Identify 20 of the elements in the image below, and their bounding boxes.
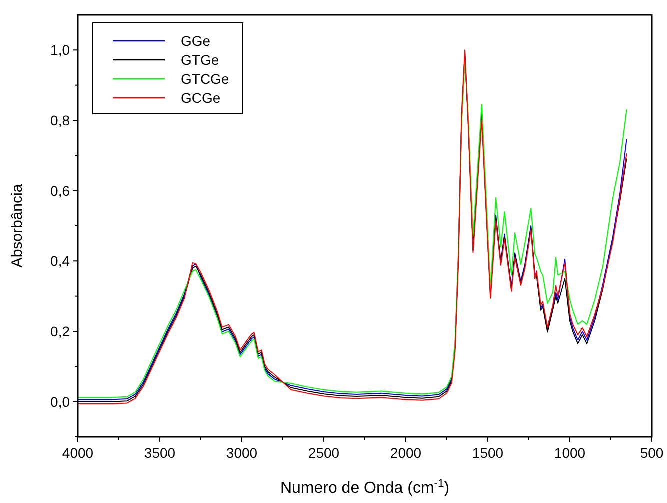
y-tick-label: 0,6 bbox=[50, 182, 70, 199]
y-tick-label: 0,2 bbox=[50, 324, 70, 340]
legend-label: GGe bbox=[181, 33, 211, 49]
x-tick-label: 2000 bbox=[390, 445, 422, 461]
legend-label: GTCGe bbox=[181, 71, 230, 87]
y-tick-label: 1,0 bbox=[50, 42, 70, 58]
x-tick-label: 1000 bbox=[554, 445, 586, 461]
x-axis-title: Numero de Onda (cm$^{-1}$) bbox=[280, 478, 450, 497]
y-axis-title: Absorbância bbox=[9, 184, 26, 268]
y-tick-label: 0,8 bbox=[50, 112, 70, 128]
x-tick-label: 3500 bbox=[144, 445, 176, 461]
x-tick-label: 1500 bbox=[472, 445, 504, 461]
x-tick-label: 2500 bbox=[308, 445, 340, 461]
x-tick-label: 4000 bbox=[62, 445, 94, 461]
legend-label: GTGe bbox=[181, 52, 220, 68]
legend-label: GCGe bbox=[181, 90, 221, 106]
y-tick-label: 0,4 bbox=[50, 253, 70, 270]
x-tick-label: 3000 bbox=[226, 445, 258, 461]
y-tick-label: 0,0 bbox=[50, 394, 70, 410]
x-tick-label: 500 bbox=[640, 445, 664, 461]
